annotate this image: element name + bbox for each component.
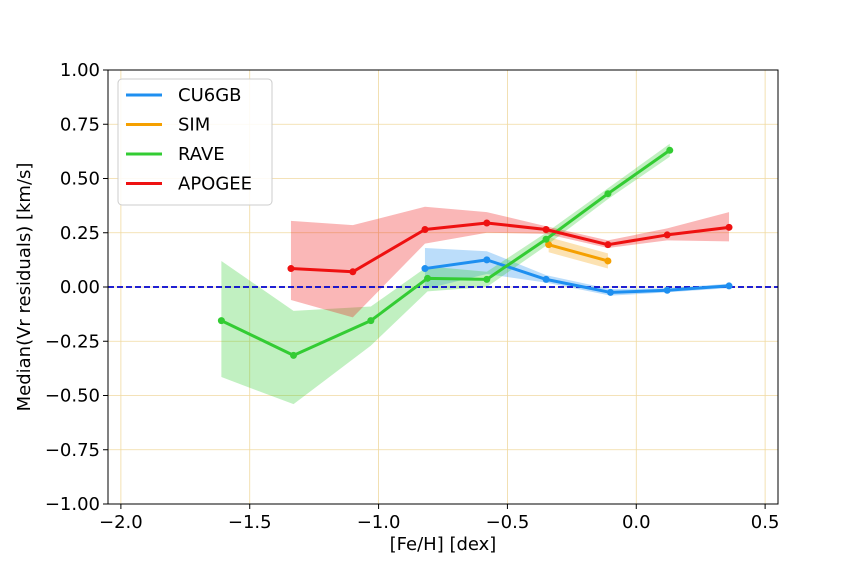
x-tick-label: 0.5 [751,512,780,533]
point-apogee [663,231,671,239]
point-apogee [421,225,429,233]
y-tick-label: 0.25 [60,223,100,244]
y-tick-label: 0.75 [60,114,100,135]
y-tick-label: −0.25 [45,331,100,352]
point-apogee [287,265,295,273]
band-layer [221,143,730,405]
point-rave [666,146,674,154]
line-rave [220,149,671,357]
legend-label-sim: SIM [178,115,210,136]
point-rave [290,351,298,359]
point-apogee [349,268,357,276]
point-apogee [725,223,733,231]
point-cu6gb [663,286,671,294]
point-sim [545,241,553,249]
band-rave [221,143,670,405]
legend-label-apogee: APOGEE [178,174,252,195]
y-tick-label: 1.00 [60,60,100,81]
legend: CU6GB SIM RAVE APOGEE [117,78,273,206]
x-tick-label: 0.0 [622,512,651,533]
point-rave [483,275,491,283]
y-tick-label: −1.00 [45,494,100,515]
point-rave [604,190,612,198]
y-tick-label: −0.75 [45,440,100,461]
legend-label-rave: RAVE [178,144,225,165]
point-apogee [483,219,491,227]
point-cu6gb [725,282,733,290]
series-layer [217,146,733,359]
y-tick-label: −0.50 [45,386,100,407]
band-apogee [290,206,730,318]
point-rave [542,235,550,243]
band-cu6gb [424,247,730,296]
x-tick-label: −2.0 [99,512,143,533]
point-cu6gb [607,288,614,296]
point-apogee [542,225,550,233]
point-cu6gb [483,256,491,264]
point-apogee [604,241,612,249]
point-cu6gb [542,275,550,283]
line-cu6gb [424,258,730,294]
legend-label-cu6gb: CU6GB [178,85,242,106]
y-tick-label: 0.50 [60,169,100,190]
x-tick-label: −1.0 [357,512,401,533]
tick-layer: −2.0 −1.5 −1.0 −0.5 0.0 0.5 −1.00 −0.75 −0.50 −0.… [45,60,780,533]
y-tick-label: 0.00 [60,277,100,298]
x-axis-label: [Fe/H] [dex] [390,534,497,555]
x-tick-label: −0.5 [486,512,530,533]
point-rave [217,317,225,325]
legend-box [117,78,273,206]
point-rave [367,317,375,325]
line-sim [548,243,609,263]
point-rave [424,274,432,282]
point-cu6gb [421,265,429,273]
x-tick-label: −1.5 [228,512,272,533]
y-axis-label: Median(Vr residuals) [km/s] [14,163,35,412]
line-apogee [290,221,730,274]
point-sim [604,257,612,265]
